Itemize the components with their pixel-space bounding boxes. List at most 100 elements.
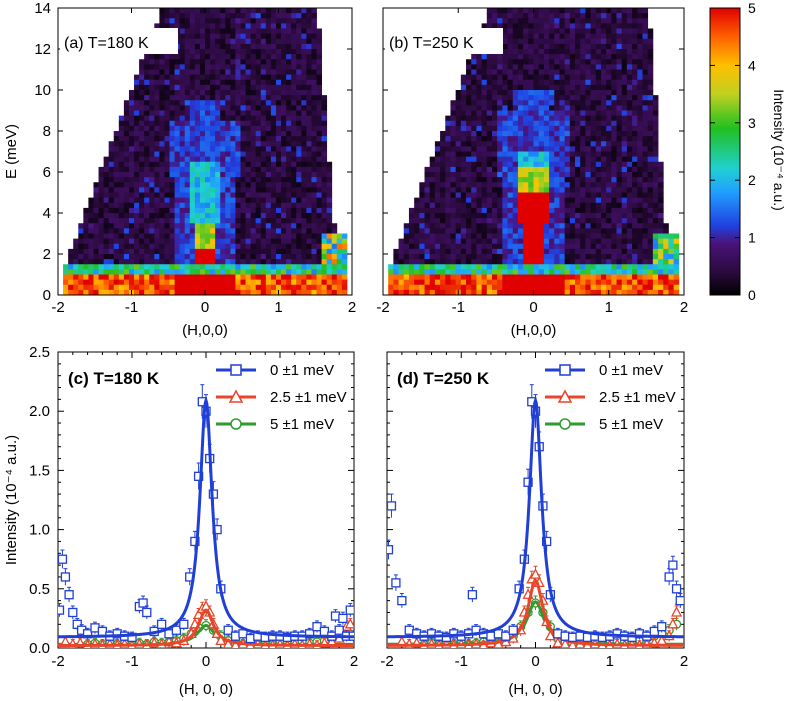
- heatmap-cell: [611, 187, 617, 193]
- heatmap-cell: [600, 259, 607, 265]
- heatmap-cell: [637, 84, 643, 91]
- heatmap-cell: [341, 259, 348, 265]
- heatmap-cell: [616, 259, 623, 265]
- heatmap-cell: [113, 146, 120, 152]
- heatmap-cell: [512, 213, 519, 219]
- heatmap-cell: [569, 238, 576, 245]
- heatmap-cell: [512, 207, 519, 214]
- heatmap-cell: [225, 69, 231, 76]
- heatmap-cell: [507, 177, 514, 183]
- heatmap-cell: [549, 289, 555, 296]
- heatmap-cell: [159, 182, 165, 188]
- heatmap-cell: [538, 177, 545, 183]
- heatmap-cell: [652, 120, 659, 127]
- heatmap-cell: [450, 120, 457, 127]
- heatmap-cell: [240, 84, 246, 91]
- heatmap-cell: [523, 141, 529, 147]
- heatmap-cell: [652, 223, 659, 229]
- heatmap-cell: [595, 289, 602, 296]
- heatmap-cell: [668, 248, 675, 255]
- heatmap-cell: [275, 79, 282, 86]
- heatmap-cell: [144, 90, 150, 96]
- heatmap-cell: [235, 166, 241, 173]
- heatmap-cell: [316, 238, 322, 245]
- heatmap-cell: [326, 207, 333, 214]
- heatmap-cell: [502, 84, 508, 91]
- panel-title-box: (b) T=250 K: [385, 28, 503, 54]
- heatmap-cell: [575, 33, 581, 40]
- heatmap-cell: [580, 23, 586, 29]
- heatmap-cell: [210, 177, 216, 183]
- heatmap-cell: [174, 197, 181, 204]
- heatmap-cell: [321, 243, 328, 250]
- heatmap-cell: [68, 264, 74, 270]
- heatmap-cell: [154, 166, 160, 173]
- heatmap-cell: [528, 259, 534, 265]
- heatmap-cell: [564, 177, 571, 183]
- heatmap-cell: [476, 120, 482, 127]
- heatmap-cell: [215, 131, 221, 137]
- heatmap-cell: [585, 197, 591, 204]
- heatmap-cell: [78, 289, 84, 296]
- heatmap-cell: [103, 289, 110, 296]
- heatmap-cell: [580, 13, 586, 19]
- heatmap-cell: [637, 284, 643, 291]
- heatmap-cell: [471, 136, 477, 142]
- heatmap-cell: [291, 33, 297, 40]
- heatmap-cell: [311, 146, 317, 152]
- heatmap-cell: [159, 64, 165, 70]
- heatmap-cell: [538, 233, 545, 240]
- heatmap-cell: [291, 248, 297, 255]
- heatmap-cell: [128, 284, 135, 291]
- heatmap-cell: [128, 207, 135, 214]
- heatmap-cell: [311, 274, 317, 281]
- heatmap-cell: [533, 274, 540, 281]
- heatmap-cell: [118, 141, 125, 147]
- heatmap-cell: [149, 79, 155, 86]
- heatmap-cell: [549, 238, 555, 245]
- heatmap-cell: [73, 238, 79, 245]
- heatmap-cell: [538, 64, 545, 70]
- heatmap-cell: [275, 120, 282, 127]
- heatmap-cell: [647, 49, 654, 55]
- heatmap-cell: [424, 197, 431, 204]
- heatmap-cell: [590, 59, 597, 65]
- heatmap-cell: [321, 289, 328, 296]
- heatmap-cell: [316, 289, 322, 296]
- heatmap-cell: [189, 269, 196, 275]
- heatmap-cell: [528, 233, 534, 240]
- heatmap-cell: [159, 197, 165, 204]
- heatmap-cell: [611, 146, 617, 152]
- heatmap-cell: [647, 156, 654, 163]
- heatmap-cell: [281, 151, 287, 158]
- heatmap-cell: [296, 120, 302, 127]
- heatmap-cell: [471, 69, 477, 76]
- heatmap-cell: [626, 274, 633, 281]
- heatmap-cell: [642, 64, 649, 70]
- heatmap-cell: [564, 69, 571, 76]
- heatmap-cell: [265, 248, 272, 255]
- heatmap-cell: [637, 13, 643, 19]
- heatmap-cell: [144, 100, 150, 106]
- heatmap-cell: [460, 105, 467, 111]
- heatmap-cell: [331, 233, 338, 240]
- heatmap-cell: [154, 151, 160, 158]
- heatmap-cell: [611, 284, 617, 291]
- heatmap-cell: [658, 238, 664, 245]
- heatmap-cell: [611, 269, 617, 275]
- heatmap-cell: [321, 141, 328, 147]
- heatmap-cell: [144, 172, 150, 178]
- heatmap-cell: [260, 259, 267, 265]
- heatmap-cell: [621, 125, 628, 132]
- heatmap-cell: [275, 274, 282, 281]
- heatmap-cell: [621, 110, 628, 117]
- heatmap-cell: [220, 254, 226, 260]
- heatmap-cell: [554, 218, 560, 224]
- heatmap-cell: [139, 202, 145, 209]
- heatmap-cell: [220, 125, 226, 132]
- heatmap-cell: [230, 248, 236, 255]
- heatmap-cell: [512, 289, 519, 296]
- heatmap-cell: [250, 84, 257, 91]
- heatmap-cell: [455, 274, 462, 281]
